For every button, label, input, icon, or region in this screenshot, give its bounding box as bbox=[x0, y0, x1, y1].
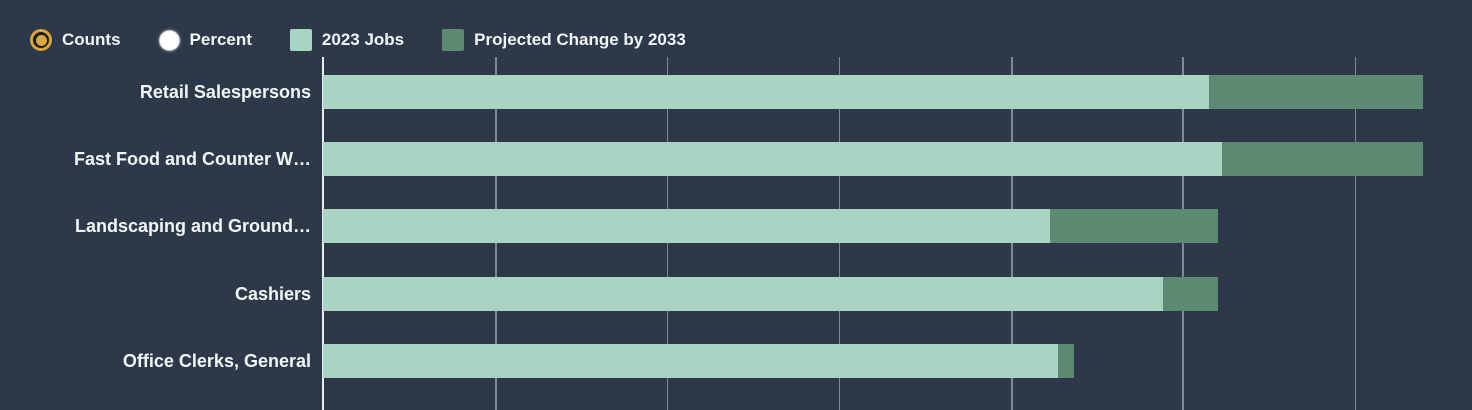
chart-controls: Counts Percent 2023 Jobs Projected Chang… bbox=[30, 21, 686, 59]
radio-counts-label: Counts bbox=[62, 30, 121, 49]
legend-item-projected-change[interactable]: Projected Change by 2033 bbox=[442, 29, 686, 51]
bar-row-office-clerks-general: Office Clerks, General bbox=[0, 344, 1472, 378]
radio-percent[interactable]: Percent bbox=[158, 29, 252, 51]
category-label: Office Clerks, General bbox=[122, 351, 311, 371]
bar-row-fast-food-counter-workers: Fast Food and Counter W… bbox=[0, 142, 1472, 176]
bar-segment-projected-change[interactable] bbox=[1221, 142, 1423, 176]
bar-segment-projected-change[interactable] bbox=[1208, 75, 1423, 109]
category-label: Landscaping and Ground… bbox=[74, 216, 311, 236]
bar-track bbox=[323, 344, 1472, 378]
legend-item-2023-jobs[interactable]: 2023 Jobs bbox=[289, 29, 405, 51]
radio-percent-label: Percent bbox=[189, 30, 252, 49]
bar-segment-2023-jobs[interactable] bbox=[323, 209, 1051, 243]
radio-counts-selected-icon bbox=[30, 29, 52, 51]
category-label: Fast Food and Counter W… bbox=[74, 149, 311, 169]
bar-track bbox=[323, 75, 1472, 109]
bar-segment-projected-change[interactable] bbox=[1162, 277, 1219, 311]
radio-percent-unselected-icon bbox=[158, 29, 180, 51]
bar-row-retail-salespersons: Retail Salespersons bbox=[0, 75, 1472, 109]
gridline bbox=[1354, 57, 1357, 410]
legend-swatch-projected-change-icon bbox=[442, 29, 465, 51]
bar-segment-2023-jobs[interactable] bbox=[323, 142, 1222, 176]
radio-dot-icon bbox=[35, 34, 47, 46]
legend-label-2023-jobs: 2023 Jobs bbox=[321, 30, 405, 49]
legend-swatch-2023-jobs-icon bbox=[289, 29, 312, 51]
bar-segment-projected-change[interactable] bbox=[1050, 209, 1219, 243]
category-label: Retail Salespersons bbox=[139, 82, 311, 102]
bar-track bbox=[323, 142, 1472, 176]
bar-segment-2023-jobs[interactable] bbox=[323, 344, 1059, 378]
bar-segment-projected-change[interactable] bbox=[1058, 344, 1075, 378]
bar-row-landscaping-groundskeeping: Landscaping and Ground… bbox=[0, 209, 1472, 243]
bar-track bbox=[323, 209, 1472, 243]
bar-segment-2023-jobs[interactable] bbox=[323, 277, 1163, 311]
bar-track bbox=[323, 277, 1472, 311]
radio-counts[interactable]: Counts bbox=[30, 29, 121, 51]
category-label: Cashiers bbox=[234, 284, 311, 304]
bar-segment-2023-jobs[interactable] bbox=[323, 75, 1209, 109]
bar-row-cashiers: Cashiers bbox=[0, 277, 1472, 311]
legend-label-projected-change: Projected Change by 2033 bbox=[474, 30, 686, 49]
